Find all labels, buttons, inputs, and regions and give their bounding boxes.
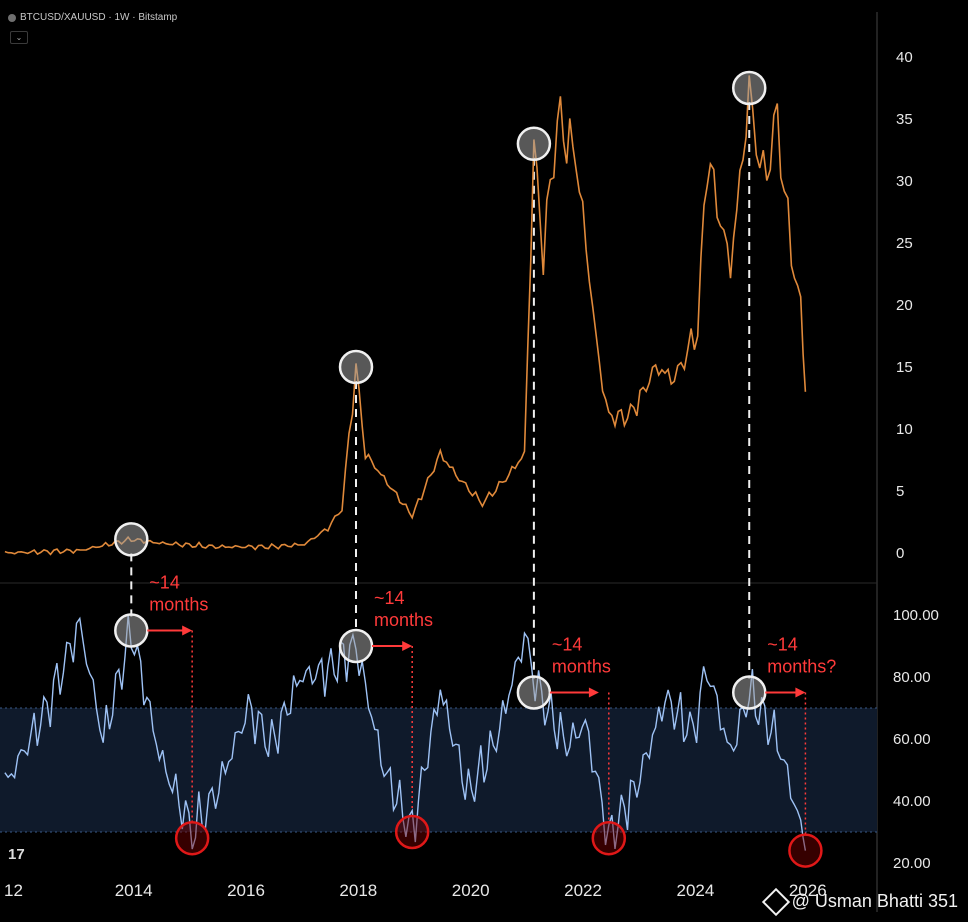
price-tick-label: 0 [896, 545, 904, 562]
rsi-bottom-marker [174, 820, 210, 856]
rsi-band [0, 708, 877, 832]
price-tick-label: 20 [896, 297, 913, 314]
price-top-marker [114, 522, 149, 557]
arrow-head-icon [795, 687, 806, 698]
rsi-top-marker [731, 675, 767, 710]
symbol-title: BTCUSD/XAUUSD · 1W · Bitstamp [20, 12, 178, 23]
price-tick-label: 15 [896, 359, 913, 376]
price-axis-ticks: 0 5 10 15 20 25 30 35 40 [896, 49, 913, 562]
price-top-marker [516, 126, 552, 162]
time-tick-label: 2018 [339, 881, 377, 900]
rsi-axis-ticks: 20.00 40.00 60.00 80.00 100.00 [893, 607, 939, 872]
arrow-head-icon [182, 625, 193, 636]
cycle-annotation: ~14 [374, 588, 405, 608]
time-axis-ticks: 12 2014 2016 2018 2020 2022 2024 2026 [4, 881, 827, 900]
price-tick-label: 30 [896, 173, 913, 190]
cycle-annotation: months [149, 595, 208, 615]
time-tick-label: 2024 [676, 881, 714, 900]
chart-header: BTCUSD/XAUUSD · 1W · Bitstamp [8, 12, 177, 23]
symbol-dot-icon [8, 13, 16, 22]
price-tick-label: 25 [896, 235, 913, 252]
rsi-top-marker [516, 675, 552, 710]
time-tick-label: 2022 [564, 881, 602, 900]
time-tick-label: 2016 [227, 881, 265, 900]
arrow-head-icon [588, 687, 599, 698]
price-tick-label: 35 [896, 111, 913, 128]
cycle-annotation: ~14 [767, 635, 798, 655]
collapse-chevron-icon[interactable]: ⌄ [10, 31, 28, 44]
tradingview-logo: 17 [8, 846, 25, 863]
price-top-marker [338, 349, 374, 385]
cycle-annotation: months [374, 610, 433, 630]
cycle-annotation: ~14 [149, 573, 180, 593]
rsi-top-marker [338, 628, 374, 664]
price-tick-label: 40 [896, 49, 913, 66]
watermark-text: @ Usman Bhatti 351 [791, 891, 958, 911]
rsi-tick-label: 100.00 [893, 607, 939, 624]
rsi-series-line [4, 614, 807, 851]
arrow-head-icon [402, 641, 413, 651]
price-tick-label: 10 [896, 421, 913, 438]
rsi-tick-label: 60.00 [893, 731, 931, 748]
watermark: @ Usman Bhatti 351 [761, 887, 958, 916]
time-tick-label: 2020 [452, 881, 490, 900]
rsi-bottom-marker [591, 820, 627, 856]
rsi-bottom-marker [394, 814, 430, 850]
rsi-top-marker [114, 613, 149, 648]
price-top-marker [731, 70, 767, 106]
rsi-tick-label: 40.00 [893, 793, 931, 810]
rsi-bottom-marker [788, 833, 823, 868]
rsi-tick-label: 20.00 [893, 855, 931, 872]
time-tick-label: 2014 [115, 881, 153, 900]
time-tick-label: 2026 [789, 881, 827, 900]
rsi-tick-label: 80.00 [893, 669, 931, 686]
price-tick-label: 5 [896, 483, 904, 500]
price-series-line [4, 75, 807, 556]
cycle-annotation: months [552, 657, 611, 677]
cycle-annotation: ~14 [552, 635, 583, 655]
watermark-logo-icon [761, 887, 790, 916]
cycle-annotation: months? [767, 657, 836, 677]
cycle-guides [130, 102, 807, 835]
time-tick-label: 12 [4, 881, 23, 900]
